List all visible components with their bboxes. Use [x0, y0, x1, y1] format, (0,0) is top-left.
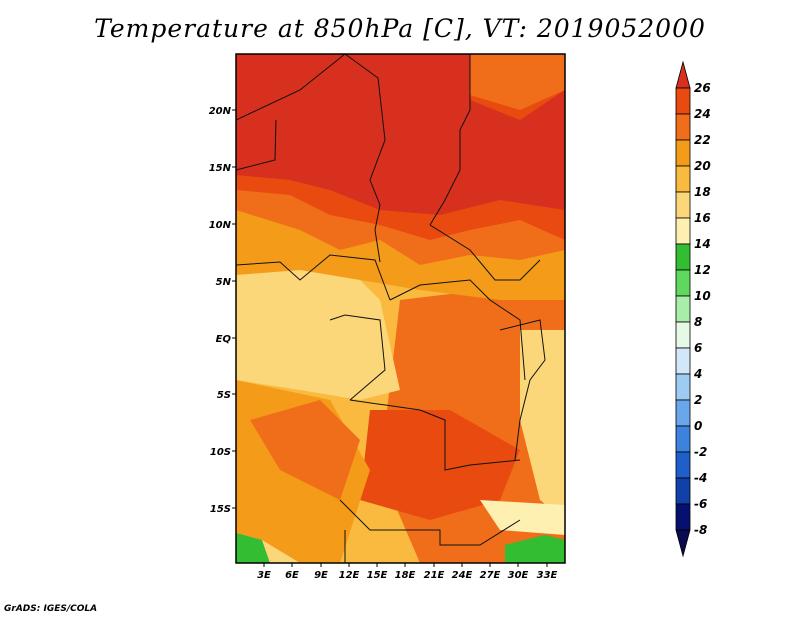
lon-label: 33E	[537, 570, 558, 581]
lat-label: 5N	[216, 277, 232, 288]
colorbar-label: 0	[694, 419, 702, 433]
lon-label: 21E	[424, 570, 445, 581]
lon-label: 18E	[395, 570, 416, 581]
colorbar-swatch	[675, 60, 691, 89]
colorbar-swatch	[675, 451, 691, 479]
colorbar-swatch	[675, 165, 691, 193]
lat-label: 15N	[209, 163, 232, 174]
colorbar-label: 12	[694, 263, 711, 277]
colorbar-swatch	[675, 295, 691, 323]
colorbar-label: 4	[693, 367, 702, 381]
colorbar-label: 2	[694, 393, 702, 407]
colorbar-swatch	[675, 477, 691, 505]
colorbar	[675, 60, 691, 558]
colorbar-swatch	[675, 347, 691, 375]
lon-label: 9E	[314, 570, 328, 581]
lat-label: 10N	[209, 220, 232, 231]
colorbar-swatch	[675, 217, 691, 245]
lat-label: 5S	[217, 390, 231, 401]
colorbar-label: 22	[694, 133, 711, 147]
colorbar-label: 24	[694, 107, 711, 121]
colorbar-swatch	[675, 373, 691, 401]
colorbar-swatch	[675, 139, 691, 167]
map-title: Temperature at 850hPa [C], VT: 201905200…	[94, 14, 706, 43]
colorbar-label: -8	[694, 523, 707, 537]
lat-label: EQ	[216, 334, 232, 345]
colorbar-label: -2	[694, 445, 707, 459]
colorbar-swatch	[675, 87, 691, 115]
map-frame	[235, 53, 566, 564]
lon-label: 15E	[367, 570, 388, 581]
colorbar-label: -6	[694, 497, 707, 511]
colorbar-label: 18	[694, 185, 711, 199]
colorbar-label: 6	[694, 341, 702, 355]
colorbar-swatch	[675, 321, 691, 349]
credit-text: GrADS: IGES/COLA	[4, 604, 98, 614]
colorbar-swatch	[675, 529, 691, 558]
colorbar-label: 16	[694, 211, 711, 225]
colorbar-swatch	[675, 503, 691, 531]
colorbar-swatch	[675, 243, 691, 271]
lon-label: 27E	[480, 570, 501, 581]
lat-label: 10S	[210, 447, 231, 458]
lon-label: 6E	[285, 570, 299, 581]
colorbar-label: -4	[694, 471, 707, 485]
colorbar-label: 14	[694, 237, 711, 251]
lat-label: 20N	[209, 106, 232, 117]
lat-label: 15S	[210, 504, 231, 515]
colorbar-swatch	[675, 191, 691, 219]
colorbar-label: 10	[694, 289, 711, 303]
colorbar-label: 20	[694, 159, 711, 173]
lon-label: 30E	[508, 570, 529, 581]
temperature-field	[236, 54, 565, 563]
colorbar-swatch	[675, 113, 691, 141]
lon-label: 24E	[452, 570, 473, 581]
colorbar-label: 26	[694, 81, 711, 95]
lon-label: 12E	[339, 570, 360, 581]
colorbar-label: 8	[694, 315, 702, 329]
colorbar-swatch	[675, 269, 691, 297]
colorbar-swatch	[675, 399, 691, 427]
colorbar-swatch	[675, 425, 691, 453]
lon-label: 3E	[257, 570, 271, 581]
